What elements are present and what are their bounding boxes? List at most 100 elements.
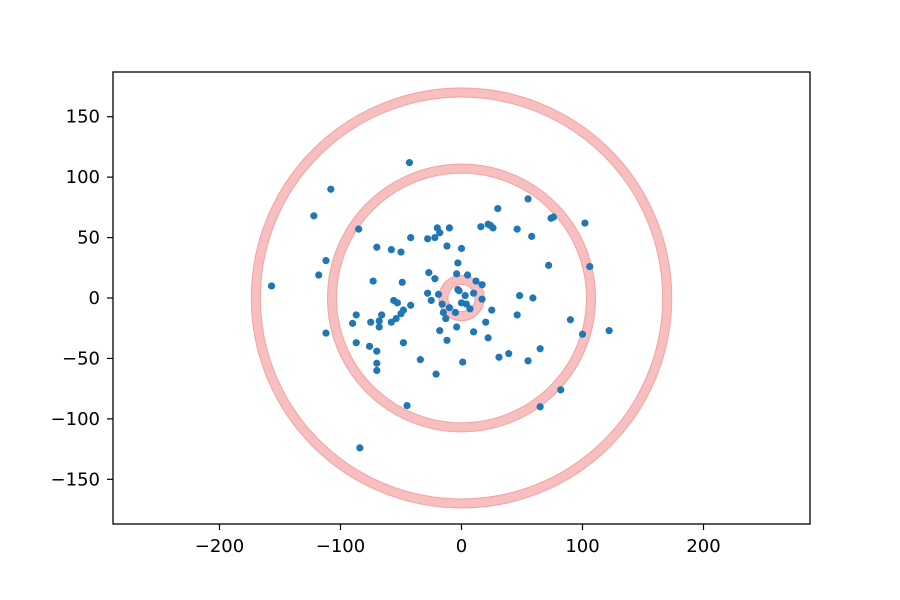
data-point xyxy=(416,356,424,364)
data-point xyxy=(495,353,503,361)
ring-edge-inner-2 xyxy=(336,172,587,424)
data-point xyxy=(436,327,444,335)
data-point xyxy=(457,299,466,307)
data-point xyxy=(536,403,544,411)
data-point xyxy=(494,204,502,213)
data-point xyxy=(524,357,532,365)
x-tick-label: 0 xyxy=(456,536,467,557)
x-axis: −200 −100 0 100 200 xyxy=(195,524,721,557)
data-point xyxy=(322,256,330,265)
ring-3 xyxy=(250,87,673,509)
data-point xyxy=(367,318,375,326)
data-point xyxy=(459,358,467,366)
data-point xyxy=(387,318,395,326)
data-point xyxy=(369,277,377,285)
data-point xyxy=(310,212,318,220)
data-point xyxy=(581,219,589,227)
data-point xyxy=(466,305,474,313)
data-point xyxy=(445,224,453,232)
data-point xyxy=(427,296,435,305)
data-point xyxy=(352,339,360,347)
data-point xyxy=(578,330,587,338)
y-tick-label: −150 xyxy=(51,469,100,490)
data-point xyxy=(267,282,276,290)
data-point xyxy=(545,261,553,269)
data-point xyxy=(586,262,594,271)
data-point xyxy=(513,311,521,319)
data-point xyxy=(352,311,360,319)
ring-edge-inner-1 xyxy=(447,283,476,313)
x-tick-label: 100 xyxy=(565,536,599,557)
data-point xyxy=(407,301,415,309)
data-point xyxy=(355,225,363,233)
data-point xyxy=(393,299,401,307)
data-point xyxy=(399,306,408,314)
data-point xyxy=(477,223,485,231)
data-point xyxy=(443,242,451,250)
data-point xyxy=(443,336,451,344)
data-point xyxy=(605,327,613,335)
data-point xyxy=(375,317,383,325)
data-point xyxy=(451,308,460,317)
data-point xyxy=(453,270,461,278)
data-point xyxy=(425,269,433,277)
points-layer xyxy=(267,159,613,452)
data-point xyxy=(536,345,544,353)
data-point xyxy=(365,342,374,350)
rings-layer xyxy=(250,87,673,509)
data-point xyxy=(489,224,497,232)
x-tick-label: −200 xyxy=(195,536,244,557)
data-point xyxy=(405,159,414,167)
data-point xyxy=(454,259,462,267)
data-point xyxy=(348,319,357,327)
data-point xyxy=(529,294,537,302)
data-point xyxy=(373,243,381,251)
data-point xyxy=(566,316,575,324)
data-point xyxy=(375,323,383,331)
ring-edge-inner-3 xyxy=(259,96,664,500)
ring-2 xyxy=(327,163,596,433)
x-tick-label: 200 xyxy=(686,536,720,557)
data-point xyxy=(549,213,558,221)
data-point xyxy=(457,244,466,253)
data-point xyxy=(373,366,381,375)
y-axis: −150 −100 −50 0 50 100 150 xyxy=(51,107,113,490)
data-point xyxy=(315,271,323,279)
data-point xyxy=(431,275,439,283)
data-point xyxy=(356,444,364,452)
data-point xyxy=(387,246,395,254)
y-tick-label: 50 xyxy=(77,228,100,249)
data-point xyxy=(513,225,521,233)
data-point xyxy=(463,271,472,279)
y-tick-label: −100 xyxy=(51,409,100,430)
data-point xyxy=(442,314,450,323)
data-point xyxy=(557,386,565,394)
data-point xyxy=(438,300,446,308)
data-point xyxy=(378,311,386,319)
data-point xyxy=(478,281,486,289)
data-point xyxy=(327,185,335,193)
ring-edge-outer-3 xyxy=(250,87,673,509)
data-point xyxy=(470,328,478,336)
data-point xyxy=(482,318,490,326)
data-point xyxy=(399,339,408,347)
data-point xyxy=(470,289,478,297)
data-point xyxy=(373,359,381,367)
data-point xyxy=(455,287,463,295)
ring-edge-outer-2 xyxy=(327,163,596,433)
data-point xyxy=(528,232,536,240)
data-point xyxy=(373,347,381,355)
data-point xyxy=(322,329,330,337)
data-point xyxy=(461,291,469,300)
data-point xyxy=(478,295,486,303)
data-point xyxy=(424,235,432,243)
data-point xyxy=(484,334,492,342)
data-point xyxy=(505,349,513,358)
x-tick-label: −100 xyxy=(316,536,365,557)
data-point xyxy=(403,401,411,410)
data-point xyxy=(472,277,480,285)
data-point xyxy=(524,195,532,203)
data-point xyxy=(453,323,461,331)
data-point xyxy=(407,233,415,242)
